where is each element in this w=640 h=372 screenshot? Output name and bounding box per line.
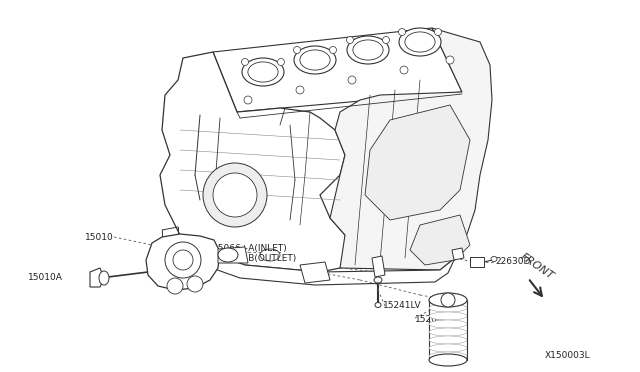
Polygon shape [160, 52, 350, 272]
Text: 15010: 15010 [85, 232, 114, 241]
Ellipse shape [429, 293, 467, 307]
Ellipse shape [429, 344, 467, 352]
Ellipse shape [260, 249, 280, 261]
Text: 15241LV: 15241LV [383, 301, 422, 311]
Polygon shape [365, 105, 470, 220]
Circle shape [187, 276, 203, 292]
Ellipse shape [429, 312, 467, 320]
Polygon shape [300, 262, 330, 283]
Circle shape [167, 278, 183, 294]
Circle shape [244, 96, 252, 104]
Circle shape [165, 242, 201, 278]
Ellipse shape [399, 28, 441, 56]
Ellipse shape [353, 40, 383, 60]
Ellipse shape [405, 32, 435, 52]
Polygon shape [178, 245, 455, 285]
Circle shape [441, 293, 455, 307]
Ellipse shape [429, 328, 467, 336]
Circle shape [348, 76, 356, 84]
Ellipse shape [294, 46, 336, 74]
Ellipse shape [429, 354, 467, 366]
Polygon shape [410, 215, 470, 265]
Ellipse shape [300, 50, 330, 70]
Ellipse shape [429, 320, 467, 328]
Circle shape [203, 163, 267, 227]
Ellipse shape [347, 36, 389, 64]
Polygon shape [372, 256, 385, 277]
Circle shape [400, 66, 408, 74]
Ellipse shape [429, 304, 467, 312]
Circle shape [213, 173, 257, 217]
Circle shape [173, 250, 193, 270]
Ellipse shape [374, 277, 382, 283]
Circle shape [278, 58, 285, 65]
Circle shape [294, 46, 301, 54]
Circle shape [330, 46, 337, 54]
Circle shape [399, 29, 406, 35]
Polygon shape [213, 28, 462, 112]
Ellipse shape [375, 302, 381, 308]
Polygon shape [330, 28, 492, 270]
Circle shape [241, 58, 248, 65]
Circle shape [383, 36, 390, 44]
Polygon shape [218, 247, 248, 263]
Text: 15066+A(INLET): 15066+A(INLET) [213, 244, 288, 253]
Circle shape [296, 86, 304, 94]
Ellipse shape [248, 62, 278, 82]
Polygon shape [90, 268, 104, 287]
Text: 15208: 15208 [415, 315, 444, 324]
Polygon shape [146, 234, 220, 290]
Ellipse shape [429, 336, 467, 344]
Text: 22630D: 22630D [495, 257, 531, 266]
Ellipse shape [491, 257, 497, 262]
Circle shape [346, 36, 353, 44]
Circle shape [446, 56, 454, 64]
Polygon shape [452, 248, 464, 260]
Circle shape [435, 29, 442, 35]
Text: 15066+B(OUTLET): 15066+B(OUTLET) [213, 253, 297, 263]
Polygon shape [470, 257, 484, 267]
Text: 15010A: 15010A [28, 273, 63, 282]
Ellipse shape [242, 58, 284, 86]
Ellipse shape [218, 248, 238, 262]
Text: FRONT: FRONT [519, 251, 556, 282]
Text: X150003L: X150003L [545, 350, 590, 359]
Ellipse shape [99, 271, 109, 285]
Ellipse shape [429, 352, 467, 360]
